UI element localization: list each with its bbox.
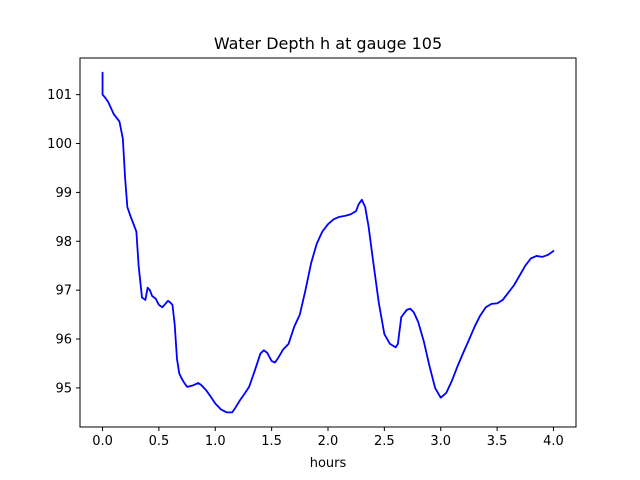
- chart-title: Water Depth h at gauge 105: [214, 34, 442, 53]
- y-tick-label: 99: [55, 186, 72, 201]
- x-tick-label: 0.5: [149, 434, 170, 449]
- x-tick-label: 3.5: [487, 434, 508, 449]
- x-tick-label: 1.0: [205, 434, 226, 449]
- y-tick-label: 101: [47, 88, 72, 103]
- x-tick-label: 3.0: [430, 434, 451, 449]
- y-tick-label: 95: [55, 381, 72, 396]
- x-tick-label: 0.0: [92, 434, 113, 449]
- y-tick-label: 98: [55, 235, 72, 250]
- y-tick-label: 97: [55, 284, 72, 299]
- x-tick-label: 2.0: [318, 434, 339, 449]
- x-tick-label: 1.5: [261, 434, 282, 449]
- x-tick-label: 4.0: [543, 434, 564, 449]
- series-line-0: [101, 71, 555, 414]
- x-axis-label: hours: [310, 456, 347, 471]
- x-tick-label: 2.5: [374, 434, 395, 449]
- y-tick-label: 96: [55, 333, 72, 348]
- y-tick-label: 100: [47, 137, 72, 152]
